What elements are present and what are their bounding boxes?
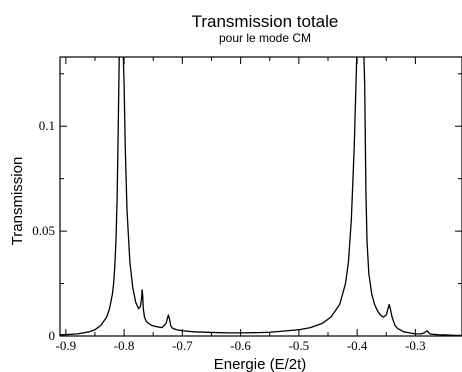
y-axis-label: Transmission <box>9 157 26 246</box>
x-tick-label: -0.3 <box>405 338 426 353</box>
y-tick-label: 0 <box>49 328 56 343</box>
x-axis-label: Energie (E/2t) <box>214 356 307 372</box>
x-tick-label: -0.9 <box>56 338 77 353</box>
y-tick-label: 0.1 <box>39 118 55 133</box>
chart-subtitle: pour le mode CM <box>219 31 311 45</box>
x-tick-label: -0.8 <box>114 338 135 353</box>
chart-title: Transmission totale <box>192 12 339 31</box>
x-tick-label: -0.6 <box>230 338 251 353</box>
x-tick-label: -0.4 <box>347 338 368 353</box>
x-tick-label: -0.7 <box>172 338 193 353</box>
y-tick-label: 0.05 <box>32 223 55 238</box>
x-tick-label: -0.5 <box>289 338 310 353</box>
series-line <box>60 57 462 336</box>
plot-frame <box>59 56 462 337</box>
